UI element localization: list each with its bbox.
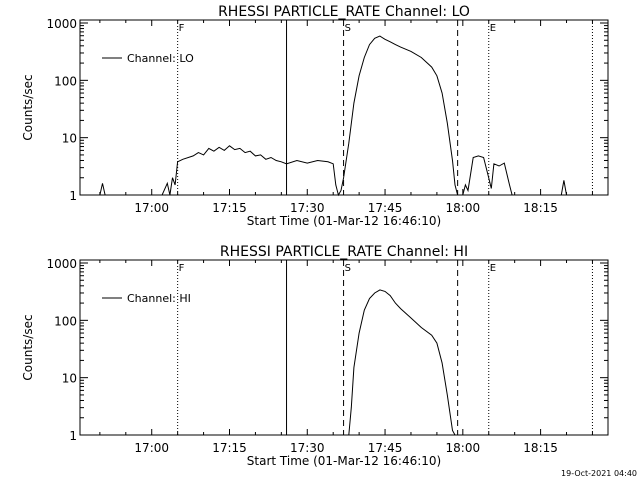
y-axis-label: Counts/sec <box>21 314 35 380</box>
series-line <box>348 289 456 436</box>
x-tick-label: 17:00 <box>134 441 169 455</box>
plot-frame <box>79 259 609 436</box>
x-tick-label: 17:30 <box>290 201 325 215</box>
y-tick-label: 1000 <box>46 17 77 31</box>
chart-panel-hi: RHESSI PARTICLE_RATE Channel: HI 17:00 17:… <box>21 244 609 468</box>
y-tick-label: 1000 <box>46 257 77 271</box>
x-axis-label: Start Time (01-Mar-12 16:46:10) <box>247 214 441 228</box>
y-tick-label: 1 <box>69 429 77 443</box>
legend-label: Channel: LO <box>127 52 194 65</box>
x-tick-label: 17:30 <box>290 441 325 455</box>
x-tick-label: 18:15 <box>523 201 558 215</box>
y-tick-label: 10 <box>62 372 77 386</box>
marker-label: S <box>345 23 351 34</box>
x-tick-label: 18:15 <box>523 441 558 455</box>
x-tick-label: 17:45 <box>368 441 403 455</box>
chart-title: RHESSI PARTICLE_RATE Channel: HI <box>220 244 468 260</box>
x-tick-label: 17:00 <box>134 201 169 215</box>
y-tick-label: 1 <box>69 189 77 203</box>
marker-label: F <box>179 23 185 34</box>
footer-timestamp: 19-Oct-2021 04:40 <box>561 469 637 478</box>
legend-label: Channel: HI <box>127 292 191 305</box>
marker-label: E <box>490 263 496 274</box>
x-tick-label: 17:15 <box>212 201 247 215</box>
x-tick-label: 18:00 <box>446 201 481 215</box>
marker-label: S <box>345 263 351 274</box>
chart-panel-lo: RHESSI PARTICLE_RATE Channel: LO 17:00 17:… <box>21 4 609 228</box>
chart-title: RHESSI PARTICLE_RATE Channel: LO <box>218 4 470 20</box>
marker-label: F <box>179 263 185 274</box>
x-tick-label: 17:15 <box>212 441 247 455</box>
y-axis-label: Counts/sec <box>21 74 35 140</box>
y-tick-label: 10 <box>62 132 77 146</box>
series-line <box>99 35 567 197</box>
plot-frame <box>79 19 609 196</box>
y-tick-label: 100 <box>54 314 77 328</box>
x-axis-label: Start Time (01-Mar-12 16:46:10) <box>247 454 441 468</box>
x-tick-label: 17:45 <box>368 201 403 215</box>
y-tick-label: 100 <box>54 74 77 88</box>
x-tick-label: 18:00 <box>446 441 481 455</box>
marker-label: E <box>490 23 496 34</box>
